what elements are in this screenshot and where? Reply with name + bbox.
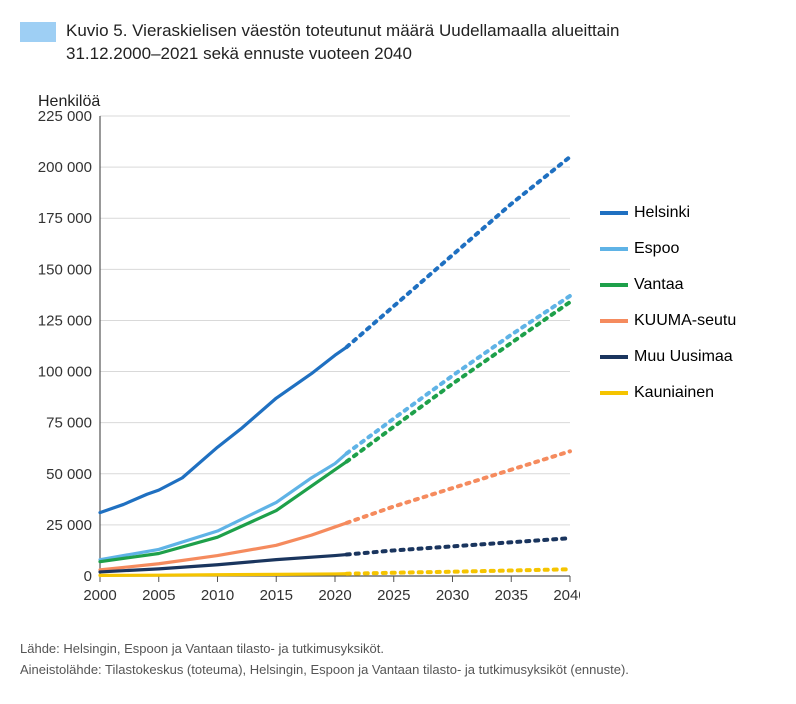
series-forecast-kuuma-seutu	[347, 451, 570, 523]
legend: Helsinki Espoo Vantaa KUUMA-seutu Muu Uusima…	[600, 186, 736, 420]
series-forecast-vantaa	[347, 302, 570, 461]
x-tick-label: 2005	[142, 587, 175, 604]
legend-label: Espoo	[634, 240, 679, 258]
legend-label: KUUMA-seutu	[634, 312, 736, 330]
y-tick-label: 175 000	[38, 210, 92, 227]
legend-swatch	[600, 355, 628, 359]
series-forecast-espoo	[347, 296, 570, 453]
legend-item: KUUMA-seutu	[600, 312, 736, 330]
x-tick-label: 2040	[553, 587, 580, 604]
legend-label: Kauniainen	[634, 384, 714, 402]
legend-label: Muu Uusimaa	[634, 348, 733, 366]
footnotes: Lähde: Helsingin, Espoon ja Vantaan tila…	[20, 639, 776, 681]
legend-label: Helsinki	[634, 204, 690, 222]
legend-item: Muu Uusimaa	[600, 348, 736, 366]
series-forecast-muu-uusimaa	[347, 538, 570, 554]
series-forecast-kauniainen	[347, 569, 570, 573]
legend-item: Espoo	[600, 240, 736, 258]
x-tick-label: 2000	[83, 587, 116, 604]
y-tick-label: 0	[84, 568, 92, 585]
series-actual-vantaa	[100, 461, 347, 561]
legend-swatch	[600, 247, 628, 251]
plot-area: Henkilöä025 00050 00075 000100 000125 00…	[20, 86, 580, 621]
legend-swatch	[600, 319, 628, 323]
y-tick-label: 100 000	[38, 363, 92, 380]
legend-swatch	[600, 283, 628, 287]
footnote-data-source: Aineistolähde: Tilastokeskus (toteuma), …	[20, 660, 776, 681]
y-tick-label: 75 000	[46, 415, 92, 432]
legend-swatch	[600, 211, 628, 215]
footnote-source: Lähde: Helsingin, Espoon ja Vantaan tila…	[20, 639, 776, 660]
x-tick-label: 2015	[260, 587, 293, 604]
line-chart-svg: Henkilöä025 00050 00075 000100 000125 00…	[20, 86, 580, 616]
title-line-2: 31.12.2000–2021 sekä ennuste vuoteen 204…	[66, 44, 412, 63]
legend-item: Kauniainen	[600, 384, 736, 402]
series-actual-kauniainen	[100, 574, 347, 576]
title-text: Kuvio 5. Vieraskielisen väestön toteutun…	[66, 20, 619, 66]
title-accent-block	[20, 22, 56, 42]
legend-item: Vantaa	[600, 276, 736, 294]
series-actual-espoo	[100, 453, 347, 559]
y-tick-label: 50 000	[46, 466, 92, 483]
y-tick-label: 200 000	[38, 159, 92, 176]
chart-title: Kuvio 5. Vieraskielisen väestön toteutun…	[20, 20, 776, 66]
y-tick-label: 150 000	[38, 261, 92, 278]
legend-swatch	[600, 391, 628, 395]
x-tick-label: 2030	[436, 587, 469, 604]
y-tick-label: 25 000	[46, 517, 92, 534]
x-tick-label: 2035	[495, 587, 528, 604]
y-tick-label: 225 000	[38, 108, 92, 125]
title-line-1: Kuvio 5. Vieraskielisen väestön toteutun…	[66, 21, 619, 40]
legend-item: Helsinki	[600, 204, 736, 222]
y-tick-label: 125 000	[38, 312, 92, 329]
legend-label: Vantaa	[634, 276, 684, 294]
x-tick-label: 2010	[201, 587, 234, 604]
x-tick-label: 2025	[377, 587, 410, 604]
x-tick-label: 2020	[318, 587, 351, 604]
chart-container: Henkilöä025 00050 00075 000100 000125 00…	[20, 86, 776, 621]
